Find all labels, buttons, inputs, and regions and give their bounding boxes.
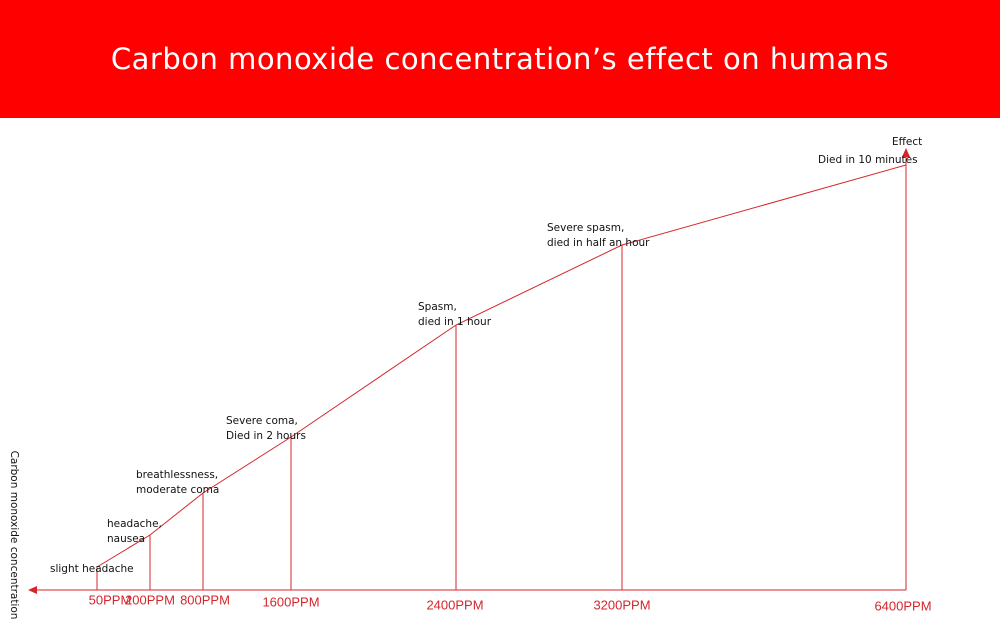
effect-text: Severe spasm, xyxy=(547,222,624,234)
effect-text: Severe coma, xyxy=(226,415,298,427)
x-label: Carbon monoxide concentration xyxy=(8,451,20,620)
effect-text: nausea xyxy=(107,533,145,545)
effect-text: slight headache xyxy=(50,563,134,575)
y-label: Effect xyxy=(892,136,922,148)
ppm-label: 800PPM xyxy=(180,592,230,607)
y-arrow xyxy=(902,148,910,157)
title: Carbon monoxide concentration’s effect o… xyxy=(111,42,889,76)
effect-text: moderate coma xyxy=(136,484,219,496)
ppm-label: 1600PPM xyxy=(262,594,319,609)
ppm-label: 3200PPM xyxy=(593,597,650,612)
ppm-label: 200PPM xyxy=(125,592,175,607)
effect-text: headache, xyxy=(107,518,162,530)
ppm-label: 6400PPM xyxy=(874,598,931,613)
effect-text: breathlessness, xyxy=(136,469,218,481)
effect-text: died in half an hour xyxy=(547,237,650,249)
effect-text: Died in 10 minutes xyxy=(818,154,918,166)
ppm-label: 2400PPM xyxy=(426,597,483,612)
effect-text: died in 1 hour xyxy=(418,316,492,328)
effect-text: Died in 2 hours xyxy=(226,430,306,442)
x-arrow xyxy=(28,586,37,594)
header-band xyxy=(0,0,1000,118)
ppm-label: 50PPM xyxy=(89,592,132,607)
effect-text: Spasm, xyxy=(418,301,457,313)
trend-line xyxy=(96,164,907,568)
